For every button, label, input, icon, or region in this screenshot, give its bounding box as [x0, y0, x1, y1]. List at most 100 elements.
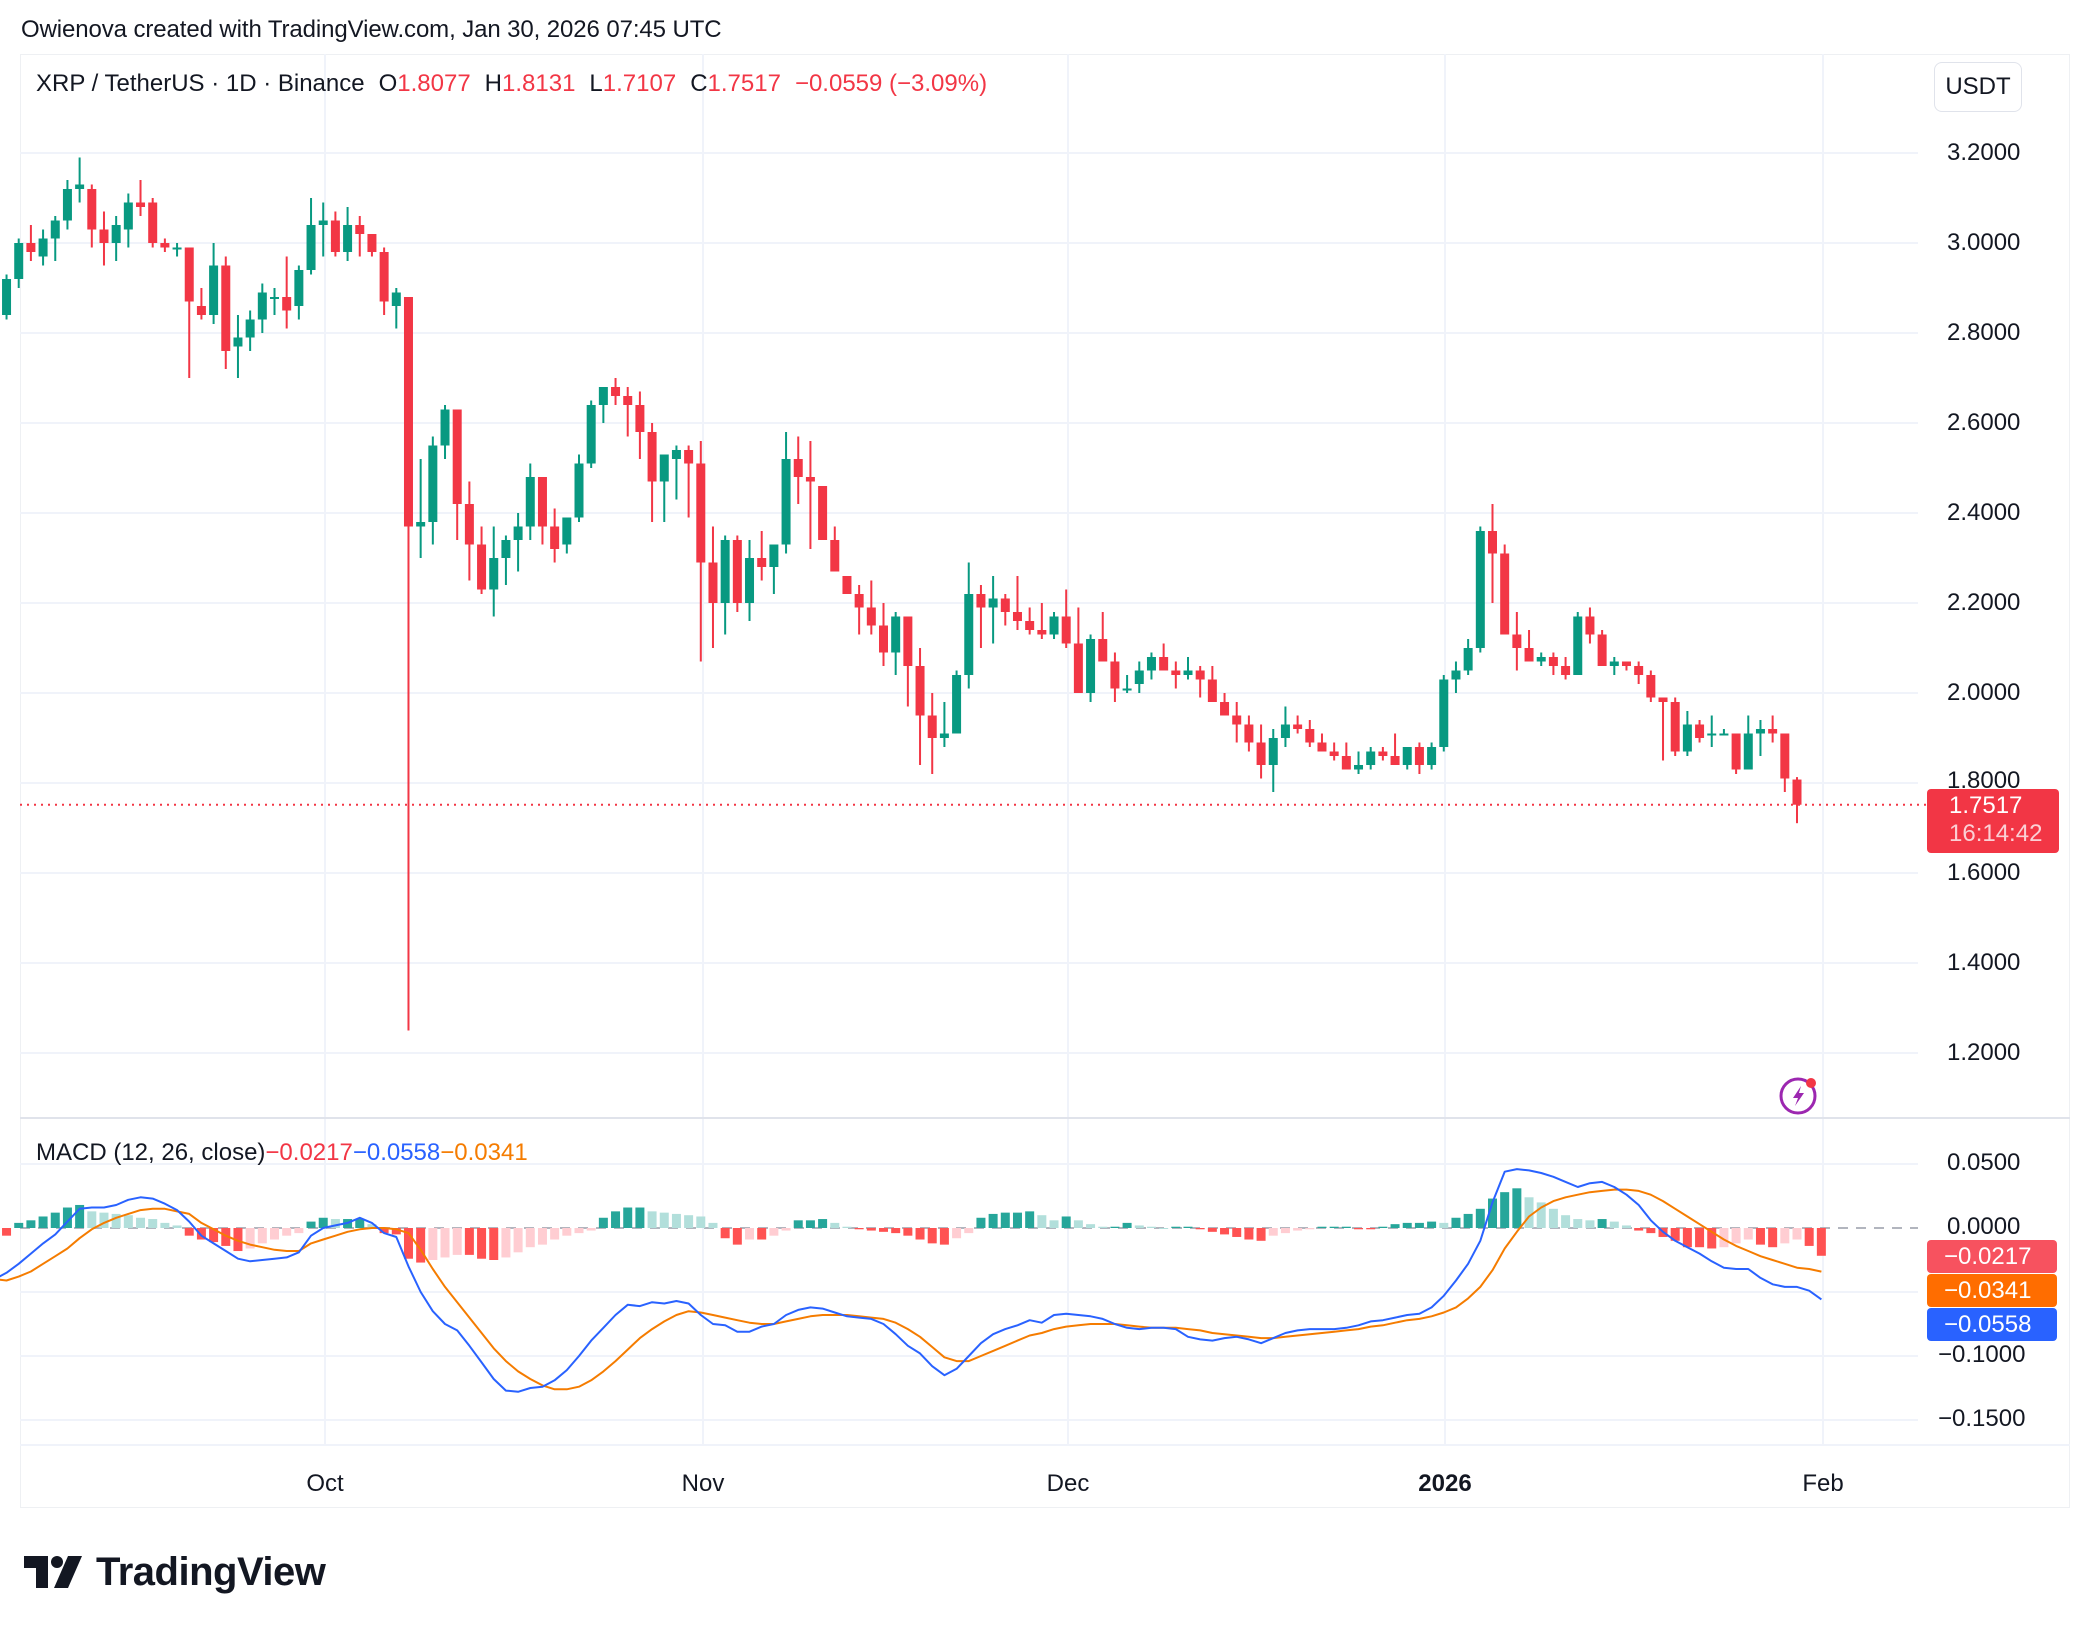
candle-body	[891, 616, 901, 653]
macd-histogram-bar	[623, 1207, 633, 1228]
macd-histogram-bar	[62, 1207, 72, 1228]
chart-frame	[20, 54, 2070, 1508]
candle-body	[416, 522, 426, 527]
macd-histogram-bar	[355, 1219, 365, 1228]
logo-text: TradingView	[96, 1549, 326, 1594]
macd-histogram-bar	[1707, 1228, 1717, 1249]
candle-body	[452, 409, 462, 504]
candle-body	[818, 486, 828, 540]
symbol-name[interactable]: XRP / TetherUS · 1D · Binance	[36, 70, 365, 97]
macd-histogram-bar	[111, 1213, 121, 1228]
macd-histogram-bar	[391, 1228, 401, 1235]
candle-body	[1597, 634, 1607, 666]
candle-body	[1195, 670, 1205, 680]
macd-histogram-bar	[1086, 1224, 1096, 1228]
candle-body	[1122, 688, 1132, 691]
candle-body	[1670, 702, 1680, 752]
macd-histogram-bar	[550, 1228, 560, 1240]
candle-body	[1354, 765, 1364, 770]
macd-histogram-bar	[294, 1228, 304, 1234]
candle-body	[866, 607, 876, 626]
macd-histogram-bar	[830, 1222, 840, 1228]
candle-body	[184, 247, 194, 302]
macd-histogram-bar	[1256, 1228, 1266, 1241]
candle-body	[62, 189, 72, 221]
candle-body	[696, 463, 706, 563]
close-value: 1.7517	[707, 70, 781, 97]
candle-body	[1500, 553, 1510, 635]
candle-body	[562, 517, 572, 545]
macd-histogram-bar	[464, 1228, 474, 1255]
candle-body	[854, 594, 864, 608]
currency-button[interactable]: USDT	[1934, 62, 2022, 112]
macd-histogram-bar	[1012, 1212, 1022, 1228]
candle-body	[1719, 733, 1729, 736]
candle-body	[939, 733, 949, 738]
candle-body	[611, 387, 621, 396]
macd-histogram-bar	[1268, 1228, 1278, 1236]
macd-histogram-bar	[367, 1224, 377, 1228]
macd-histogram-bar	[866, 1228, 876, 1231]
macd-title[interactable]: MACD (12, 26, close)	[36, 1139, 266, 1166]
candle-body	[1524, 648, 1534, 662]
candle-body	[1110, 661, 1120, 689]
candle-body	[1012, 612, 1022, 621]
macd-histogram-bar	[1439, 1222, 1449, 1228]
candle-body	[136, 202, 146, 207]
macd-histogram-bar	[513, 1228, 523, 1253]
chart-caption: Owienova created with TradingView.com, J…	[21, 16, 722, 43]
candle-body	[99, 229, 109, 243]
candle-body	[75, 184, 85, 189]
candle-body	[38, 238, 48, 257]
candle-body	[1658, 697, 1668, 702]
macd-histogram-bar	[221, 1228, 231, 1246]
candle-body	[233, 337, 243, 347]
macd-histogram-bar	[525, 1228, 535, 1248]
macd-histogram-bar	[1159, 1228, 1169, 1229]
macd-histogram-bar	[1134, 1225, 1144, 1228]
high-value: 1.8131	[502, 70, 576, 97]
macd-histogram-bar	[1146, 1226, 1156, 1228]
candle-body	[598, 387, 608, 405]
candle-body	[440, 409, 450, 446]
macd-histogram-bar	[1049, 1220, 1059, 1228]
macd-histogram-bar	[477, 1228, 487, 1259]
candle-body	[1731, 733, 1741, 770]
candle-body	[1695, 724, 1705, 738]
open-label: O	[378, 70, 398, 97]
low-value: 1.7107	[602, 70, 677, 97]
price-axis-label: 1.4000	[1947, 949, 2021, 976]
macd-histogram-bar	[1244, 1228, 1254, 1240]
candle-body	[745, 558, 755, 603]
price-axis-label: 2.2000	[1947, 589, 2021, 616]
macd-histogram-bar	[38, 1216, 48, 1228]
macd-histogram-bar	[988, 1213, 998, 1228]
macd-histogram-bar	[1768, 1228, 1778, 1248]
macd-histogram-bar	[1670, 1228, 1680, 1241]
macd-histogram-bar	[1634, 1228, 1644, 1231]
candle-body	[489, 558, 499, 590]
lightning-alert-icon[interactable]	[1778, 1074, 1820, 1116]
candle-body	[148, 202, 158, 243]
candle-body	[1536, 657, 1546, 662]
macd-histogram-bar	[1621, 1225, 1631, 1228]
candle-body	[123, 202, 133, 230]
macd-histogram-bar	[1329, 1226, 1339, 1228]
macd-histogram-bar	[172, 1225, 182, 1228]
macd-histogram-bar	[452, 1228, 462, 1255]
candle-body	[172, 247, 182, 250]
candle-body	[1073, 643, 1083, 693]
macd-histogram-bar	[1463, 1213, 1473, 1228]
macd-histogram-bar	[50, 1212, 60, 1228]
candle-body	[915, 666, 925, 716]
macd-histogram-bar	[927, 1228, 937, 1244]
candle-body	[708, 562, 718, 603]
macd-histogram-bar	[1293, 1228, 1303, 1231]
tradingview-logo[interactable]: TradingView	[24, 1549, 326, 1594]
candle-body	[1146, 657, 1156, 671]
candle-body	[1305, 729, 1315, 743]
price-axis-label: 1.2000	[1947, 1039, 2021, 1066]
candle-body	[988, 598, 998, 608]
candle-body	[196, 306, 206, 315]
